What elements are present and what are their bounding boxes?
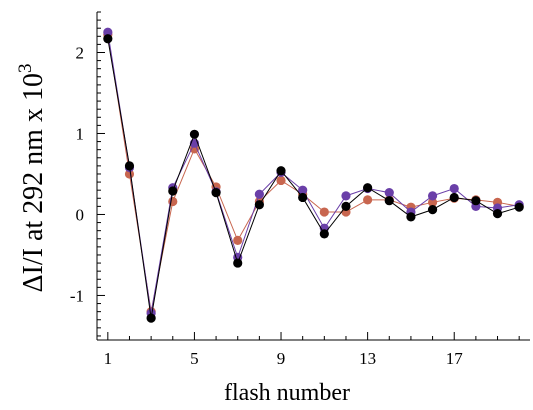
data-point bbox=[211, 188, 221, 198]
data-point bbox=[276, 175, 286, 186]
data-point bbox=[341, 201, 351, 211]
y-axis-label-exponent: 3 bbox=[15, 64, 36, 74]
x-tick-label: 5 bbox=[190, 349, 199, 368]
y-axis-label-main: ΔI/I at 292 nm x 10 bbox=[18, 73, 49, 292]
series-1 bbox=[103, 30, 524, 317]
y-tick-label: -1 bbox=[70, 286, 84, 305]
data-point bbox=[168, 186, 178, 196]
axes: -1 0 1 2 1 5 9 13 17 bbox=[70, 11, 530, 368]
x-axis-label: flash number bbox=[224, 380, 350, 406]
series-line bbox=[107, 38, 520, 319]
data-point bbox=[124, 161, 135, 171]
series-line bbox=[107, 32, 520, 314]
data-point bbox=[449, 183, 459, 194]
x-tick-label: 13 bbox=[359, 349, 376, 368]
data-point bbox=[427, 197, 438, 207]
data-point bbox=[471, 196, 481, 206]
data-point bbox=[363, 183, 373, 193]
y-tick-label: 2 bbox=[76, 43, 85, 62]
data-point bbox=[341, 191, 351, 201]
data-point bbox=[233, 235, 243, 245]
data-point bbox=[103, 27, 113, 37]
series-3 bbox=[103, 34, 524, 323]
data-point bbox=[189, 129, 200, 139]
data-point bbox=[146, 313, 156, 323]
data-point bbox=[363, 195, 373, 205]
data-point bbox=[514, 202, 524, 212]
series-layer bbox=[103, 27, 524, 323]
data-point bbox=[254, 200, 264, 210]
data-point bbox=[492, 209, 503, 219]
series-line bbox=[107, 34, 520, 312]
data-point bbox=[103, 34, 113, 44]
data-point bbox=[449, 192, 459, 203]
y-tick-label: 1 bbox=[76, 124, 85, 143]
data-point bbox=[298, 192, 308, 203]
data-point bbox=[319, 207, 329, 217]
x-tick-label: 17 bbox=[446, 349, 464, 368]
data-point bbox=[124, 169, 135, 179]
data-point bbox=[233, 258, 243, 268]
series-2 bbox=[103, 27, 524, 318]
data-point bbox=[276, 166, 286, 176]
data-point bbox=[298, 185, 308, 195]
data-point bbox=[427, 191, 438, 201]
data-point bbox=[406, 212, 416, 222]
data-point bbox=[384, 188, 394, 198]
x-tick-label: 1 bbox=[104, 349, 113, 368]
data-point bbox=[427, 205, 438, 215]
data-point bbox=[319, 229, 329, 239]
data-point bbox=[384, 196, 394, 206]
x-tick-label: 9 bbox=[277, 349, 286, 368]
y-axis-label: ΔI/I at 292 nm x 103 bbox=[15, 64, 49, 293]
data-point bbox=[254, 189, 264, 199]
y-tick-label: 0 bbox=[76, 205, 85, 224]
